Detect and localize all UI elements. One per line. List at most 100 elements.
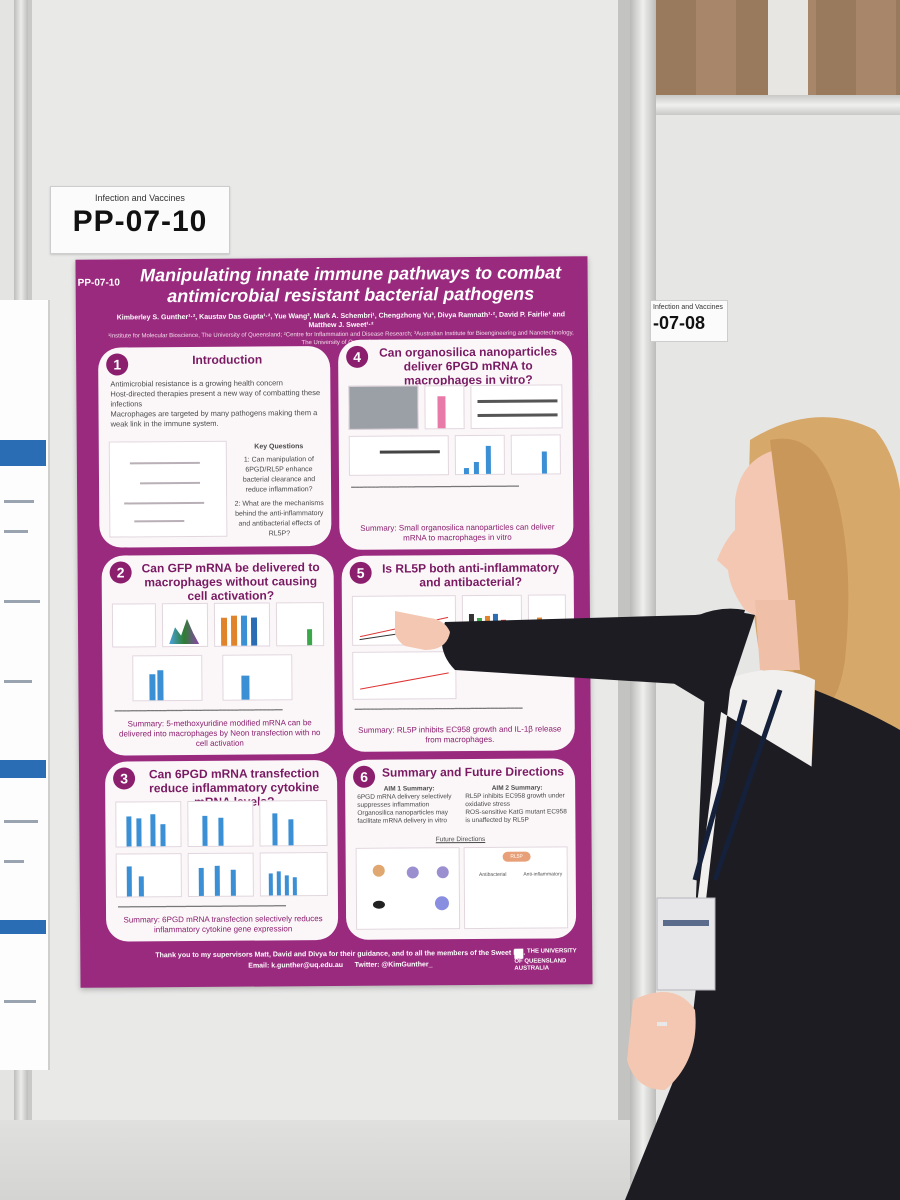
mouse-icon bbox=[372, 900, 386, 909]
panel-title: Can GFP mRNA be delivered to macrophages… bbox=[141, 560, 320, 604]
key-question: 2: What are the mechanisms behind the an… bbox=[234, 500, 324, 538]
lp-blue-strip bbox=[0, 760, 46, 778]
chart-bar bbox=[126, 866, 132, 897]
panel-number: 2 bbox=[109, 561, 132, 584]
chart-bar bbox=[198, 867, 204, 896]
chart-bar bbox=[288, 819, 294, 846]
chart-bar bbox=[138, 876, 144, 897]
panel-number: 4 bbox=[346, 345, 369, 368]
chart-bar bbox=[230, 615, 238, 646]
lanyard bbox=[712, 689, 783, 881]
lp-text-line bbox=[4, 680, 32, 683]
key-questions: Key Questions 1: Can manipulation of 6PG… bbox=[233, 442, 326, 540]
poster-authors: Kimberley S. Gunther¹·², Kaustav Das Gup… bbox=[116, 311, 566, 330]
chart-bar bbox=[126, 816, 132, 847]
chemical-structure bbox=[111, 603, 157, 648]
chart-bar bbox=[160, 824, 166, 847]
lp-text-line bbox=[4, 860, 24, 863]
pointing-arm bbox=[441, 614, 740, 685]
panel-introduction: 1 Introduction Antimicrobial resistance … bbox=[98, 346, 332, 548]
chart-bar bbox=[276, 871, 281, 896]
figure-caption: ▬▬▬▬▬▬▬▬▬▬▬▬▬▬▬▬▬▬▬▬▬▬▬▬▬▬▬▬▬▬▬▬▬▬▬▬▬▬▬▬… bbox=[117, 902, 286, 909]
histogram-peaks bbox=[169, 616, 199, 644]
chart-bar bbox=[272, 813, 278, 846]
panel-number: 1 bbox=[106, 353, 129, 376]
lp-blue-strip bbox=[0, 440, 46, 466]
bar-chart-cytokine-b bbox=[187, 800, 254, 848]
board-top-rail bbox=[656, 95, 900, 115]
panel-title: Introduction bbox=[192, 352, 263, 367]
id-code: PP-07-10 bbox=[72, 205, 208, 238]
chart-bar bbox=[240, 615, 248, 646]
ring bbox=[657, 1022, 667, 1026]
panel-number: 3 bbox=[113, 767, 136, 790]
id-code: -07-08 bbox=[653, 313, 706, 333]
chart-bar bbox=[284, 875, 289, 896]
poster-title: Manipulating innate immune pathways to c… bbox=[139, 262, 562, 307]
diagram-line bbox=[140, 481, 201, 485]
lp-text-line bbox=[4, 530, 28, 533]
flow-histogram bbox=[161, 602, 209, 648]
chart-bar bbox=[214, 865, 220, 896]
intro-pathway-diagram bbox=[108, 440, 228, 538]
cell-icon bbox=[372, 864, 385, 877]
chart-bar bbox=[136, 818, 142, 847]
panel-number: 5 bbox=[349, 561, 372, 584]
lanyard bbox=[692, 699, 748, 881]
poster-code: PP-07-10 bbox=[77, 277, 120, 289]
chart-bar bbox=[307, 629, 313, 646]
lp-text-line bbox=[4, 500, 34, 503]
bar-chart-cytokine-d bbox=[115, 853, 182, 898]
bar-chart-timecourse bbox=[259, 852, 328, 897]
chart-bar bbox=[202, 815, 208, 846]
bar-chart-gfp bbox=[213, 602, 271, 647]
lp-text-line bbox=[4, 600, 40, 603]
hair-front bbox=[770, 438, 849, 709]
neighbour-id-label: Infection and Vaccines -07-08 bbox=[650, 300, 728, 342]
pointing-hand bbox=[395, 611, 450, 650]
bullet: Host-directed therapies present a new wa… bbox=[110, 388, 321, 409]
panel-title: Can organosilica nanoparticles deliver 6… bbox=[379, 344, 558, 388]
panel-summary: Summary: 6PGD mRNA transfection selectiv… bbox=[123, 914, 323, 935]
presenter bbox=[395, 417, 900, 1200]
panel-number: 6 bbox=[353, 765, 376, 788]
lp-text-line bbox=[4, 1000, 36, 1003]
neighbour-poster-left bbox=[0, 300, 50, 1070]
board-lower bbox=[0, 1120, 630, 1200]
diagram-line bbox=[134, 520, 185, 523]
chart-bar bbox=[157, 670, 164, 701]
panel-gfp-delivery: 2 Can GFP mRNA be delivered to macrophag… bbox=[101, 554, 335, 756]
id-category: Infection and Vaccines bbox=[653, 304, 723, 311]
blazer-body bbox=[625, 612, 900, 1200]
intro-bullets: Antimicrobial resistance is a growing he… bbox=[110, 378, 320, 429]
key-question: 1: Can manipulation of 6PGD/RL5P enhance… bbox=[242, 456, 316, 494]
chart-bar bbox=[230, 869, 236, 896]
badge-stripe bbox=[663, 920, 709, 926]
panel-summary: Summary: 5-methoxyuridine modified mRNA … bbox=[119, 718, 321, 748]
figure-caption: ▬▬▬▬▬▬▬▬▬▬▬▬▬▬▬▬▬▬▬▬▬▬▬▬▬▬▬▬▬▬▬▬▬▬▬▬▬▬▬▬… bbox=[114, 706, 283, 713]
resting-hand bbox=[627, 992, 696, 1090]
chart-bar bbox=[218, 817, 224, 846]
name-badge bbox=[656, 897, 716, 991]
chart-bar bbox=[241, 675, 250, 700]
chart-bar bbox=[149, 674, 156, 701]
lp-text-line bbox=[4, 820, 38, 823]
diagram-line bbox=[124, 501, 205, 505]
neck bbox=[755, 600, 800, 670]
diagram-line bbox=[129, 461, 200, 465]
chart-bar bbox=[268, 873, 273, 896]
id-category: Infection and Vaccines bbox=[95, 193, 185, 203]
bar-chart-cytokine-a bbox=[115, 801, 182, 848]
chart-bar bbox=[150, 814, 156, 847]
chart-bar bbox=[220, 617, 228, 646]
poster-id-label: Infection and Vaccines PP-07-10 bbox=[50, 186, 230, 254]
wall-gap bbox=[768, 0, 808, 95]
bar-chart-cytokine bbox=[132, 654, 203, 702]
key-questions-title: Key Questions bbox=[254, 443, 304, 451]
email: Email: k.gunther@uq.edu.au bbox=[248, 961, 344, 970]
panel-6pgd-transfection: 3 Can 6PGD mRNA transfection reduce infl… bbox=[104, 759, 339, 942]
chart-bar bbox=[250, 617, 258, 646]
chart-bar bbox=[292, 877, 297, 896]
bullet: Macrophages are targeted by many pathoge… bbox=[110, 408, 318, 429]
bar-chart-cytokine-2 bbox=[222, 654, 293, 701]
